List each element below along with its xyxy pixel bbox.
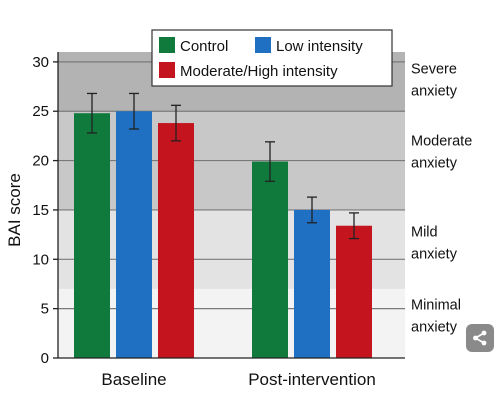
y-tick-label: 0 <box>41 350 49 367</box>
y-tick-label: 20 <box>32 153 49 170</box>
legend-swatch <box>255 37 271 53</box>
bars <box>74 92 372 359</box>
band-label: Minimal <box>411 298 461 314</box>
bar-control-1 <box>252 161 288 358</box>
bar-low-intensity-1 <box>294 209 330 358</box>
y-tick-label: 10 <box>32 251 49 268</box>
bar-moderate-high-intensity-1 <box>336 225 372 358</box>
axes <box>53 52 405 359</box>
bar-control-0 <box>74 113 110 358</box>
legend-label: Low intensity <box>276 38 363 55</box>
legend-swatch <box>159 62 175 78</box>
legend-label: Control <box>180 38 228 55</box>
legend-swatch <box>159 37 175 53</box>
band-labels: Minimal anxiety Mild anxiety Moderate anxiety… <box>411 62 472 336</box>
legend: Control Low intensity Moderate/High intens… <box>151 29 393 87</box>
band-label: anxiety <box>411 84 458 100</box>
x-category-labels: Baseline Post-intervention <box>101 370 375 389</box>
band-label: anxiety <box>411 156 458 172</box>
x-category-label: Baseline <box>101 370 166 389</box>
bar-moderate-high-intensity-0 <box>158 123 194 358</box>
y-tick-label: 15 <box>32 202 49 219</box>
bar-low-intensity-0 <box>116 111 152 359</box>
x-category-label: Post-intervention <box>248 370 376 389</box>
legend-label: Moderate/High intensity <box>180 63 338 80</box>
band-label: anxiety <box>411 247 458 263</box>
legend-box <box>151 29 393 87</box>
y-tick-label: 30 <box>32 54 49 71</box>
share-icon <box>473 330 487 346</box>
share-button[interactable] <box>466 324 494 352</box>
y-tick-labels: 0 5 10 15 20 25 30 <box>32 54 49 367</box>
band-label: Mild <box>411 225 438 241</box>
band-label: Severe <box>411 62 457 78</box>
band-label: anxiety <box>411 320 458 336</box>
y-axis-label: BAI score <box>5 173 24 247</box>
y-tick-label: 25 <box>32 103 49 120</box>
y-tick-label: 5 <box>41 301 49 318</box>
band-label: Moderate <box>411 134 472 150</box>
